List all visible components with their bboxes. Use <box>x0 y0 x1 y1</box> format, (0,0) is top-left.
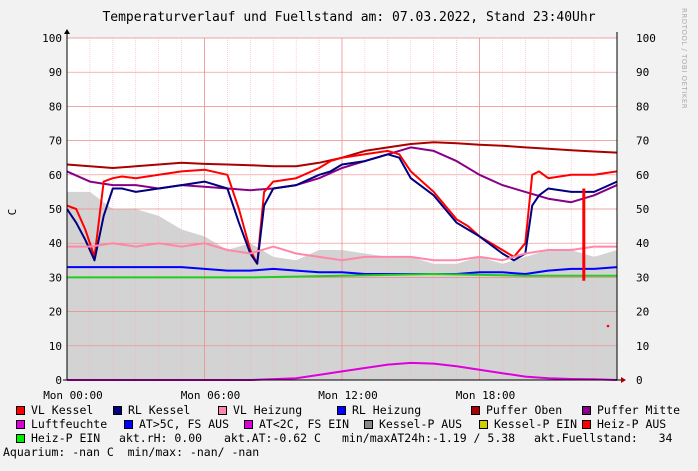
legend-label: Luftfeuchte <box>31 417 108 431</box>
legend-label: RL Kessel <box>128 403 191 417</box>
watermark: RRDTOOL / TOBI OETIKER <box>680 8 688 110</box>
legend-item: AT<2C, FS EIN <box>244 417 349 431</box>
y-tick-label-right: 30 <box>636 271 649 284</box>
y-tick-label: 70 <box>49 135 62 148</box>
legend-label: Kessel-P AUS <box>379 417 463 431</box>
y-tick-label-right: 40 <box>636 237 649 250</box>
legend-item: VL Heizung <box>218 403 302 417</box>
stat-minmax-at: min/maxAT24h:-1.19 / 5.38 <box>342 431 516 445</box>
legend-label: RL Heizung <box>352 403 422 417</box>
x-tick-label: Mon 18:00 <box>456 389 516 402</box>
legend-swatch <box>218 405 227 415</box>
x-axis-arrow <box>621 377 626 383</box>
y-tick-label: 0 <box>55 374 62 387</box>
y-tick-label: 60 <box>49 169 62 182</box>
y-tick-label-right: 20 <box>636 306 649 319</box>
x-tick-label: Mon 12:00 <box>318 389 378 402</box>
chart-title: Temperaturverlauf und Fuellstand am: 07.… <box>102 10 595 25</box>
legend-item: Heiz-P AUS <box>582 417 666 431</box>
series-line <box>67 273 617 279</box>
series-line <box>67 266 618 275</box>
y-tick-label-right: 60 <box>636 169 649 182</box>
y-axis-label: C <box>6 209 19 216</box>
legend-row: Heiz-P EIN akt.rH: 0.00 akt.AT:-0.62 C m… <box>16 431 696 445</box>
outlier-point <box>606 324 610 328</box>
legend-item: Luftfeuchte <box>16 417 107 431</box>
axis-layer: 0 0 10 10 20 20 30 30 40 40 50 50 60 60 70 70 80 80 90 90 10… <box>42 29 656 402</box>
x-tick-label: Mon 06:00 <box>181 389 241 402</box>
series-line <box>67 361 618 381</box>
y-tick-label-right: 0 <box>636 374 643 387</box>
stat-at: akt.AT:-0.62 C <box>224 431 321 445</box>
y-tick-label-right: 80 <box>636 100 649 113</box>
legend-label: VL Heizung <box>233 403 303 417</box>
legend-item: Kessel-P EIN <box>479 417 577 431</box>
legend-label: Kessel-P EIN <box>494 417 578 431</box>
y-tick-label: 90 <box>49 66 62 79</box>
legend-label: Heiz-P AUS <box>597 417 667 431</box>
y-tick-label: 30 <box>49 271 62 284</box>
legend-item: RL Heizung <box>337 403 421 417</box>
series-line <box>66 149 618 265</box>
legend-label: VL Kessel <box>31 403 94 417</box>
legend-row: VL Kessel RL Kessel VL Heizung RL Heizun… <box>16 403 696 417</box>
legend-swatch <box>16 419 25 429</box>
y-tick-label-right: 50 <box>636 203 649 216</box>
legend-item: AT>5C, FS AUS <box>124 417 229 431</box>
legend-item: Puffer Oben <box>471 403 562 417</box>
y-tick-label-right: 10 <box>636 340 649 353</box>
legend-swatch <box>471 405 480 415</box>
legend-row: Aquarium: -nan C min/max: -nan/ -nan <box>3 445 696 459</box>
legend-swatch <box>582 405 591 415</box>
x-tick-label: Mon 00:00 <box>43 389 103 402</box>
legend-item: VL Kessel <box>16 403 93 417</box>
legend-label: AT<2C, FS EIN <box>259 417 350 431</box>
y-tick-label: 20 <box>49 306 62 319</box>
legend-swatch <box>479 419 488 429</box>
y-tick-label: 40 <box>49 237 62 250</box>
legend-swatch <box>124 419 133 429</box>
legend-swatch <box>16 405 25 415</box>
y-tick-label: 80 <box>49 100 62 113</box>
legend-item: Puffer Mitte <box>582 403 680 417</box>
legend-label: Puffer Oben <box>486 403 563 417</box>
y-tick-label-right: 70 <box>636 135 649 148</box>
grid-layer <box>66 37 617 381</box>
y-tick-label-right: 100 <box>636 32 656 45</box>
legend: VL Kessel RL Kessel VL Heizung RL Heizun… <box>3 403 696 459</box>
stat-fuellstand: akt.Fuellstand: 34 <box>534 431 673 445</box>
series-layer <box>66 141 618 381</box>
legend-swatch <box>244 419 253 429</box>
legend-swatch <box>582 419 591 429</box>
series-line <box>67 242 617 262</box>
y-tick-label-right: 90 <box>636 66 649 79</box>
legend-swatch <box>337 405 346 415</box>
y-tick-label: 10 <box>49 340 62 353</box>
legend-label: Puffer Mitte <box>597 403 681 417</box>
legend-row: Luftfeuchte AT>5C, FS AUS AT<2C, FS EIN … <box>16 417 696 431</box>
legend-label: Heiz-P EIN <box>31 431 101 445</box>
legend-swatch <box>16 433 25 443</box>
legend-label: AT>5C, FS AUS <box>139 417 230 431</box>
stat-rh: akt.rH: 0.00 <box>119 431 203 445</box>
legend-item: RL Kessel <box>113 403 190 417</box>
legend-swatch <box>364 419 373 429</box>
y-tick-label: 100 <box>42 32 62 45</box>
stat-aquarium: Aquarium: -nan C min/max: -nan/ -nan <box>3 445 260 459</box>
legend-swatch <box>113 405 122 415</box>
legend-item: Heiz-P EIN <box>16 431 100 445</box>
y-tick-label: 50 <box>49 203 62 216</box>
legend-item: Kessel-P AUS <box>364 417 462 431</box>
y-axis-arrow <box>64 29 70 34</box>
